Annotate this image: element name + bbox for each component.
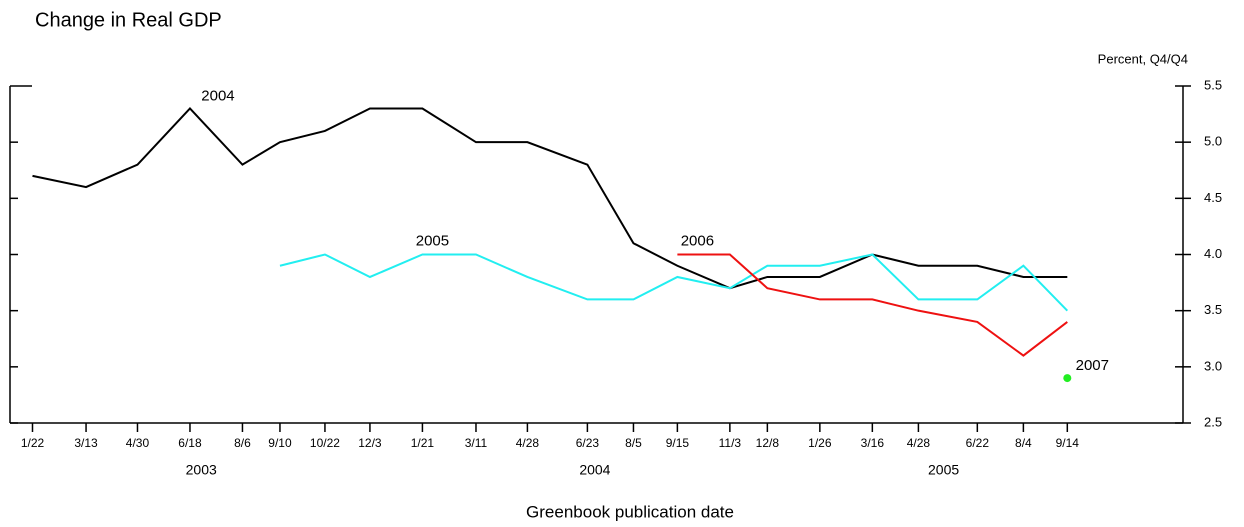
x-axis-label: Greenbook publication date [526, 502, 734, 521]
line [677, 253, 1068, 357]
chart-title: Change in Real GDP [35, 9, 222, 31]
x-tick-label: 4/30 [126, 436, 150, 450]
series-label: 2004 [201, 87, 234, 104]
x-tick-label: 11/3 [719, 436, 742, 450]
x-tick-label: 8/6 [234, 436, 251, 450]
x-tick-label: 8/5 [625, 436, 642, 450]
x-tick-label: 6/22 [966, 436, 990, 450]
x-tick-label: 3/13 [74, 436, 98, 450]
x-tick-label: 4/28 [516, 436, 540, 450]
x-tick-label: 4/28 [907, 436, 931, 450]
x-tick-label: 9/15 [666, 436, 690, 450]
y-axis-label: Percent, Q4/Q4 [1098, 51, 1188, 66]
x-tick-label: 6/23 [576, 436, 600, 450]
line [32, 107, 1068, 290]
year-label: 2005 [928, 462, 959, 478]
x-tick-label: 3/11 [465, 436, 488, 450]
y-tick-label: 4.0 [1204, 246, 1222, 261]
y-tick-label: 2.5 [1204, 414, 1222, 429]
x-tick-label: 12/8 [756, 436, 780, 450]
x-tick-label: 1/22 [21, 436, 45, 450]
series-label: 2007 [1076, 357, 1109, 374]
x-tick-label: 3/16 [861, 436, 885, 450]
x-tick-label: 9/14 [1056, 436, 1080, 450]
x-tick-label: 6/18 [178, 436, 202, 450]
point [1063, 374, 1072, 383]
series-label: 2005 [416, 232, 449, 249]
y-tick-label: 3.0 [1204, 358, 1222, 373]
y-tick-label: 4.5 [1204, 190, 1222, 205]
year-label: 2003 [186, 462, 217, 478]
y-tick-label: 3.5 [1204, 302, 1222, 317]
year-label: 2004 [579, 462, 610, 478]
x-tick-label: 1/26 [808, 436, 832, 450]
series-label: 2006 [681, 232, 714, 249]
x-tick-label: 12/3 [358, 436, 382, 450]
line [279, 253, 1069, 312]
y-tick-label: 5.5 [1204, 77, 1222, 92]
y-tick-label: 5.0 [1204, 134, 1222, 149]
x-tick-label: 10/22 [310, 436, 340, 450]
x-tick-label: 9/10 [268, 436, 292, 450]
x-tick-label: 1/21 [411, 436, 435, 450]
x-tick-label: 8/4 [1015, 436, 1032, 450]
